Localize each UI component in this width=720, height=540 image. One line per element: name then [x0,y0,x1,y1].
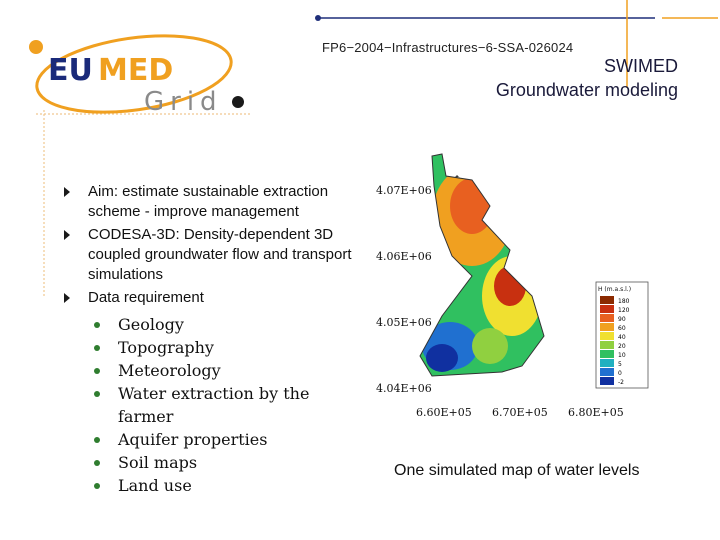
legend-label: 60 [618,325,626,332]
dot-bullet-icon [94,368,100,374]
map-svg: 4.07E+06 4.06E+06 4.05E+06 4.04E+06 6.60… [376,153,649,419]
legend-label: 0 [618,370,622,377]
data-requirement-list: Geology Topography Meteorology Water ext… [62,313,352,497]
list-item: Aquifer properties [90,428,352,451]
water-level-map: 4.07E+06 4.06E+06 4.05E+06 4.04E+06 6.60… [372,146,672,427]
legend-label: 120 [618,307,630,314]
dot-bullet-icon [94,460,100,466]
legend-label: 5 [618,361,622,368]
legend-label: 180 [618,298,630,305]
y-tick: 4.07E+06 [376,184,432,197]
dot-bullet-icon [94,483,100,489]
dot-bullet-icon [94,391,100,397]
bullet-data-requirement: Data requirement [62,288,352,308]
x-tick: 6.70E+05 [492,406,548,419]
svg-text:MED: MED [98,53,173,88]
top-rule-dot [315,15,321,21]
figure-caption: One simulated map of water levels [394,462,640,479]
list-item: Land use [90,474,352,497]
legend-swatch [600,377,614,385]
y-tick: 4.06E+06 [376,250,432,263]
legend-swatch [600,359,614,367]
legend-swatch [600,314,614,322]
dot-bullet-icon [94,437,100,443]
dot-bullet-icon [94,322,100,328]
bullet-text: Data requirement [88,289,204,306]
eumed-grid-logo: EU MED Grid [26,30,256,127]
legend-label: 20 [618,343,626,350]
page-title: SWIMED Groundwater modeling [496,54,678,102]
legend-label: -2 [618,379,624,386]
legend-swatch [600,296,614,304]
bullet-codesa: CODESA-3D: Density-dependent 3D coupled … [62,225,352,285]
title-line-2: Groundwater modeling [495,80,678,100]
legend-label: 10 [618,352,626,359]
triangle-bullet-icon [64,230,70,240]
list-item: Soil maps [90,451,352,474]
legend-swatch [600,332,614,340]
bullet-aim: Aim: estimate sustainable extraction sch… [62,182,352,222]
triangle-bullet-icon [64,293,70,303]
legend-label: 90 [618,316,626,323]
map-legend: H (m.a.s.l.) 180 120 90 60 40 20 10 5 0 -2 [595,281,649,389]
x-tick: 6.60E+05 [416,406,472,419]
list-item: Geology [90,313,352,336]
bullet-text: Aim: estimate sustainable extraction sch… [88,183,329,220]
svg-text:Grid: Grid [144,87,223,117]
legend-swatch [600,341,614,349]
legend-swatch [600,305,614,313]
title-line-1: SWIMED [604,56,678,76]
y-tick: 4.04E+06 [376,382,432,395]
domain-outline [419,153,545,377]
legend-title: H (m.a.s.l.) [598,286,631,293]
list-item: Topography [90,336,352,359]
legend-swatch [600,350,614,358]
list-item: Meteorology [90,359,352,382]
legend-swatch [600,323,614,331]
x-tick: 6.80E+05 [568,406,624,419]
legend-label: 40 [618,334,626,341]
y-tick: 4.05E+06 [376,316,432,329]
bullet-list: Aim: estimate sustainable extraction sch… [62,182,352,497]
simulated-field [420,154,544,376]
list-item: Water extraction by the farmer [90,382,352,428]
legend-swatch [600,368,614,376]
svg-text:EU: EU [48,53,93,88]
bullet-text: CODESA-3D: Density-dependent 3D coupled … [88,226,352,283]
dot-bullet-icon [94,345,100,351]
triangle-bullet-icon [64,187,70,197]
project-code: FP6−2004−Infrastructures−6-SSA-026024 [322,40,574,55]
